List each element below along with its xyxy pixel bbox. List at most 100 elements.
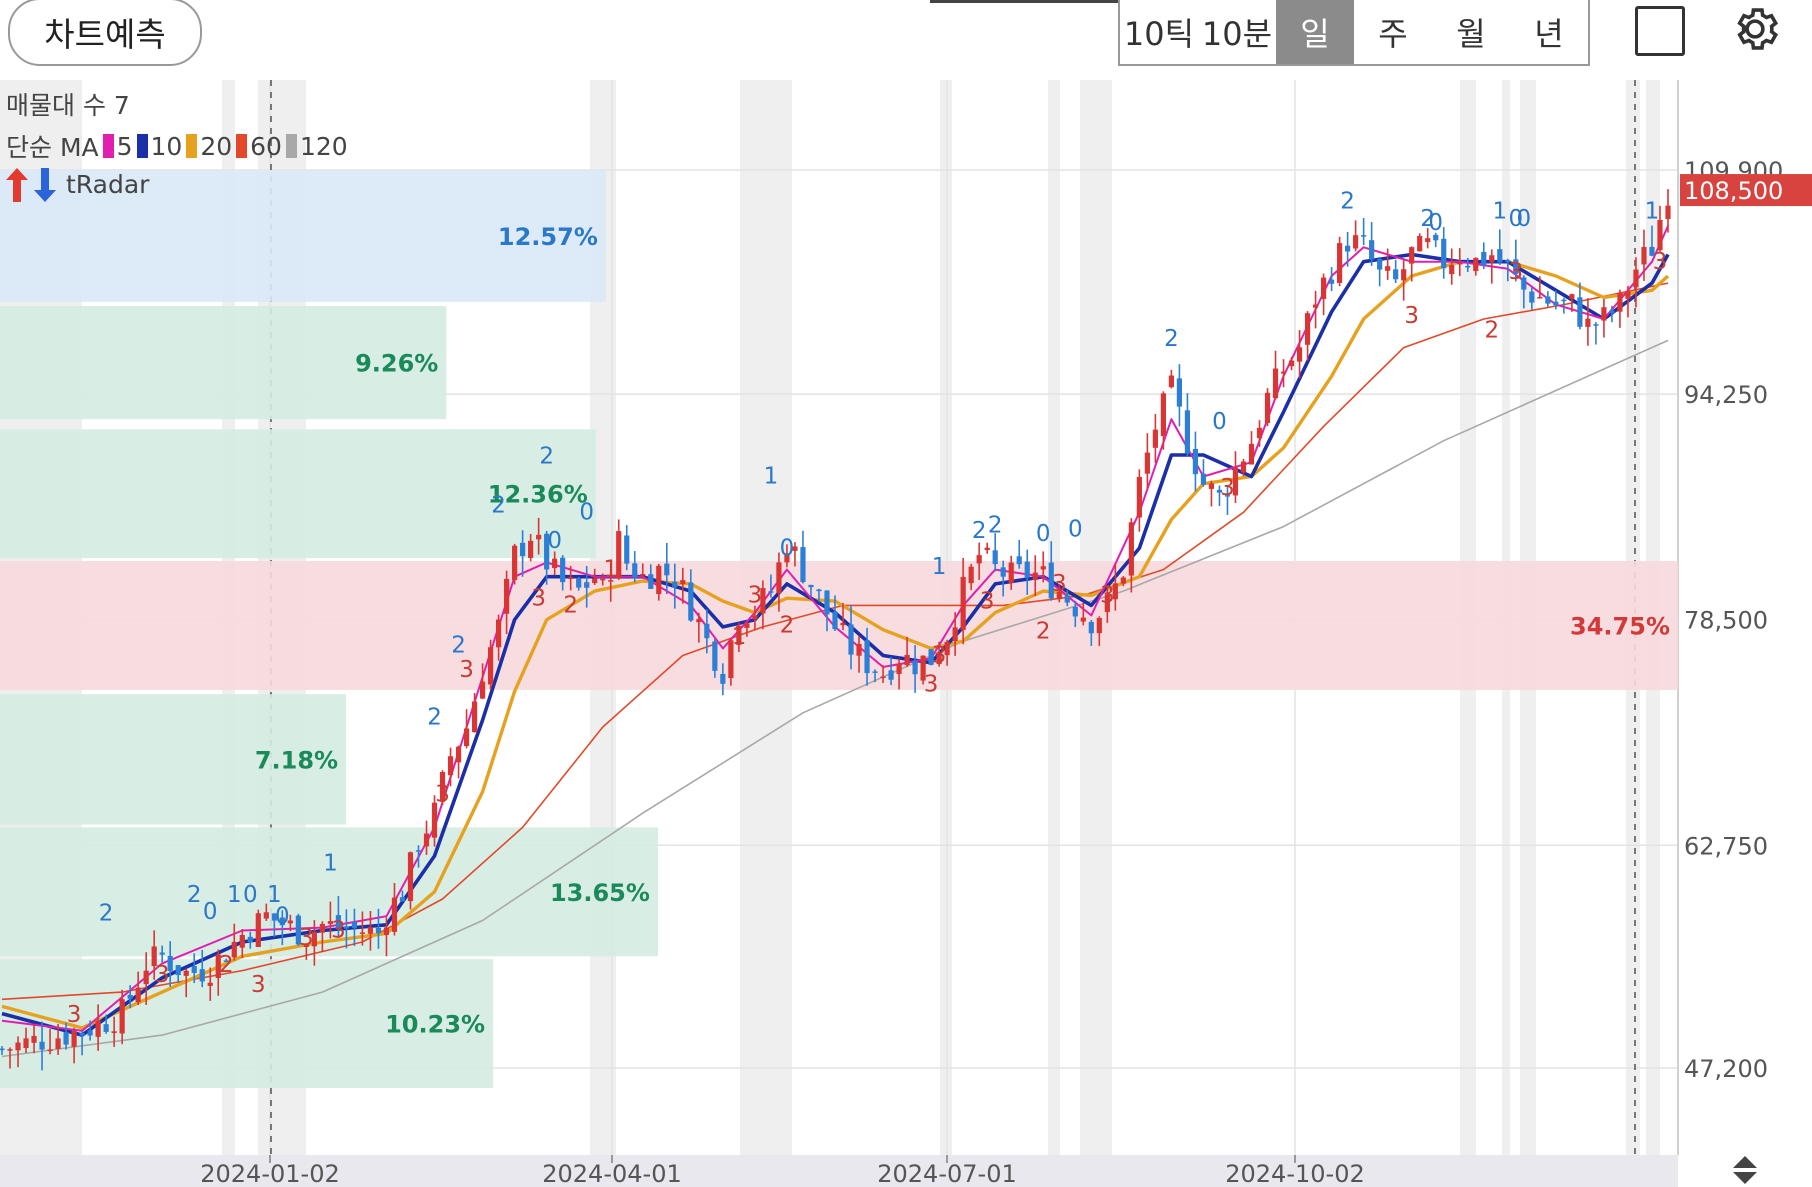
period-10min-button[interactable]: 10분 <box>1201 15 1273 53</box>
candle-body <box>111 1031 117 1034</box>
candle-body <box>119 999 125 1034</box>
y-tick-label: 94,250 <box>1684 381 1768 409</box>
candle-body <box>872 671 878 673</box>
candle-body <box>271 913 277 921</box>
candle-body <box>335 915 342 929</box>
signal-marker: 0 <box>203 899 218 925</box>
signal-marker: 0 <box>243 882 258 908</box>
candle-body <box>351 922 358 929</box>
volume-profile-bar <box>0 560 1678 690</box>
signal-marker: 2 <box>1164 326 1179 352</box>
candle-body <box>47 1049 53 1052</box>
signal-marker: 1 <box>227 882 242 908</box>
candle-body <box>1665 205 1671 219</box>
period-month-button[interactable]: 월 <box>1456 15 1486 53</box>
candle-body <box>1048 562 1054 599</box>
candle-body <box>632 563 638 578</box>
square-icon[interactable] <box>1635 6 1685 56</box>
ma-legend-title: 단순 MA <box>6 133 99 162</box>
volume-profile-bar <box>0 170 606 302</box>
candle-body <box>455 746 462 763</box>
top-toolbar: 차트예측 10틱 10분 일 주 월 년 <box>0 0 1812 78</box>
candle-body <box>776 562 782 594</box>
candle-body <box>544 533 550 570</box>
ma120-label: 120 <box>299 131 348 161</box>
period-week-button[interactable]: 주 <box>1378 15 1408 53</box>
period-day-button[interactable]: 일 <box>1276 0 1354 64</box>
candle-body <box>576 578 582 588</box>
volume-profile-label: 12.57% <box>498 223 598 251</box>
candle-body <box>552 558 558 569</box>
candle-body <box>1521 277 1527 290</box>
candle-body <box>63 1032 69 1045</box>
candle-body <box>1481 251 1487 266</box>
candle-body <box>1072 606 1078 617</box>
volume-profile-label: 10.23% <box>385 1011 485 1039</box>
candle-body <box>1561 299 1567 302</box>
period-10tick-button[interactable]: 10틱 <box>1123 15 1195 53</box>
x-axis: 2024-01-02 2024-04-01 2024-07-01 2024-10-02 <box>0 1155 1678 1187</box>
candlestick-chart[interactable]: 12.57% 9.26% 12.36% 34.75% 7.18% 13.65% 10.23%… <box>0 78 1812 1187</box>
candle-body <box>487 647 494 685</box>
candle-body <box>880 676 886 678</box>
candle-body <box>616 531 622 579</box>
candle-body <box>728 640 734 679</box>
signal-marker: 2 <box>219 952 234 978</box>
candle-body <box>255 913 261 948</box>
candle-body <box>1200 473 1207 485</box>
ma5-label: 5 <box>116 131 133 161</box>
candle-body <box>608 580 614 582</box>
signal-marker: 3 <box>1404 303 1419 329</box>
signal-marker: 3 <box>1508 259 1523 285</box>
candle-body <box>1056 592 1062 600</box>
period-year-button[interactable]: 년 <box>1534 15 1564 53</box>
y-tick-label: 47,200 <box>1684 1055 1768 1083</box>
candle-body <box>536 534 542 540</box>
candle-body <box>287 920 293 924</box>
candle-body <box>439 772 446 802</box>
signal-marker: 2 <box>539 444 554 470</box>
candle-body <box>768 591 774 593</box>
candle-body <box>1361 235 1367 237</box>
signal-marker: 3 <box>932 643 947 669</box>
signal-marker: 2 <box>99 900 114 926</box>
signal-marker: 1 <box>1645 199 1660 225</box>
x-tick-label: 2024-10-02 <box>1225 1160 1364 1187</box>
signal-marker: 3 <box>1653 249 1668 275</box>
candle-body <box>1649 246 1655 256</box>
y-tick-label: 62,750 <box>1684 832 1768 860</box>
signal-marker: 0 <box>1428 210 1443 236</box>
candle-body <box>1168 375 1175 388</box>
signal-marker: 2 <box>1484 318 1499 344</box>
candle-body <box>1401 269 1407 281</box>
candle-body <box>1393 269 1399 280</box>
candle-body <box>992 550 998 565</box>
candle-body <box>1040 566 1046 570</box>
candle-body <box>175 965 181 976</box>
signal-marker: 3 <box>1052 571 1067 597</box>
candle-body <box>143 970 149 985</box>
scroll-arrows-icon[interactable] <box>1730 1154 1760 1186</box>
candle-body <box>1641 247 1647 265</box>
candle-body <box>1248 443 1255 465</box>
candle-body <box>1000 567 1006 577</box>
candle-body <box>648 574 654 589</box>
candle-body <box>568 577 574 579</box>
candle-body <box>640 574 646 576</box>
gear-icon[interactable] <box>1728 2 1782 56</box>
candle-body <box>1088 621 1094 634</box>
ma60-swatch <box>236 134 248 158</box>
candle-body <box>1104 594 1110 613</box>
candle-body <box>1296 347 1303 362</box>
candle-body <box>1617 292 1623 312</box>
candle-body <box>1288 360 1295 367</box>
candle-body <box>656 565 662 595</box>
chart-predict-button[interactable]: 차트예측 <box>8 0 202 66</box>
signal-marker: 3 <box>251 972 266 998</box>
candle-body <box>1657 219 1663 251</box>
candle-body <box>1417 235 1423 252</box>
ma10-swatch <box>136 134 148 158</box>
candle-body <box>231 941 237 958</box>
last-price-box <box>1680 174 1812 207</box>
candle-body <box>1144 452 1150 474</box>
